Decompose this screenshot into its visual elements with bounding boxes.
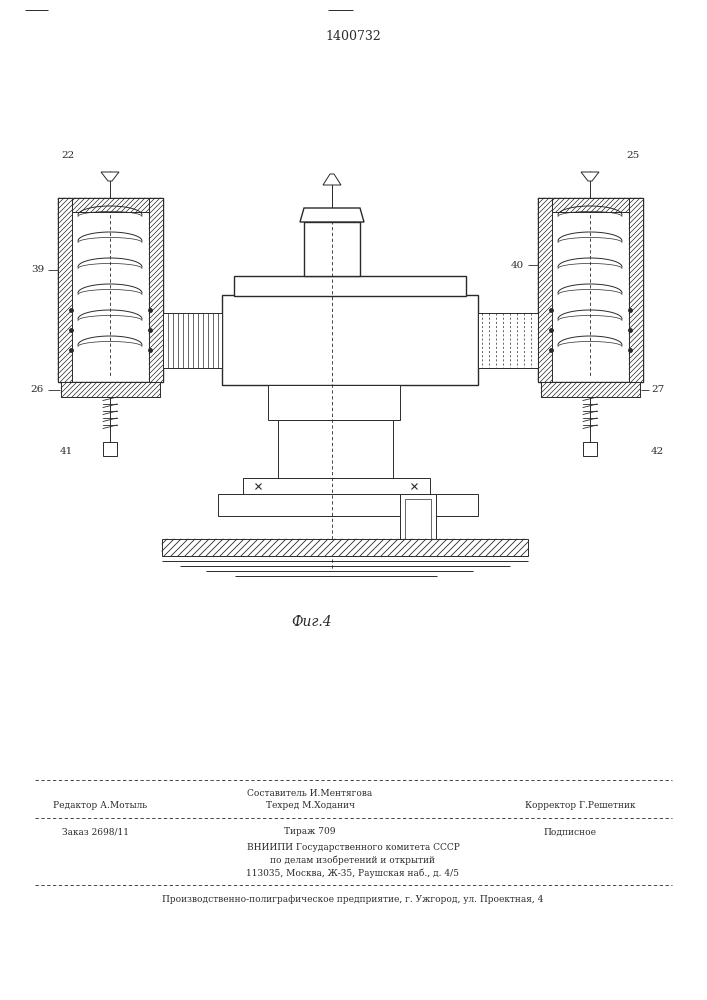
Bar <box>218 494 478 516</box>
Bar <box>243 478 430 495</box>
Polygon shape <box>101 172 119 181</box>
Bar <box>538 198 552 382</box>
Bar <box>583 442 597 456</box>
Text: Редактор А.Мотыль: Редактор А.Мотыль <box>53 802 147 810</box>
Text: 113035, Москва, Ж-35, Раушская наб., д. 4/5: 113035, Москва, Ж-35, Раушская наб., д. … <box>247 868 460 878</box>
Bar <box>552 198 629 212</box>
Text: ВНИИПИ Государственного комитета СССР: ВНИИПИ Государственного комитета СССР <box>247 842 460 852</box>
Bar <box>538 198 643 382</box>
Text: Заказ 2698/11: Заказ 2698/11 <box>62 828 129 836</box>
Bar <box>629 198 643 382</box>
Bar <box>268 385 400 420</box>
Text: по делам изобретений и открытий: по делам изобретений и открытий <box>271 855 436 865</box>
Text: Фиг.4: Фиг.4 <box>292 615 332 629</box>
Text: Тираж 709: Тираж 709 <box>284 828 336 836</box>
Text: 25: 25 <box>626 151 640 160</box>
Text: 39: 39 <box>30 265 44 274</box>
Bar <box>163 313 222 368</box>
Text: 26: 26 <box>30 385 44 394</box>
Text: 22: 22 <box>61 151 74 160</box>
Polygon shape <box>300 208 364 222</box>
Text: Подписное: Подписное <box>544 828 597 836</box>
Bar <box>234 276 466 296</box>
Bar <box>58 198 163 382</box>
Text: Составитель И.Ментягова: Составитель И.Ментягова <box>247 788 373 798</box>
Bar <box>149 198 163 382</box>
Bar <box>103 442 117 456</box>
Text: Корректор Г.Решетник: Корректор Г.Решетник <box>525 802 636 810</box>
Bar <box>478 313 538 368</box>
Bar <box>541 382 640 397</box>
Bar <box>58 198 72 382</box>
Text: 1400732: 1400732 <box>325 30 381 43</box>
Polygon shape <box>323 174 341 185</box>
Bar <box>72 198 149 212</box>
Text: 42: 42 <box>651 448 665 456</box>
Bar <box>162 539 528 556</box>
Text: 27: 27 <box>651 385 665 394</box>
Bar <box>400 494 436 549</box>
Text: Производственно-полиграфическое предприятие, г. Ужгород, ул. Проектная, 4: Производственно-полиграфическое предприя… <box>163 896 544 904</box>
Bar <box>405 499 431 544</box>
Polygon shape <box>581 172 599 181</box>
Text: 41: 41 <box>60 448 74 456</box>
Bar <box>61 382 160 397</box>
Text: Техред М.Ходанич: Техред М.Ходанич <box>266 802 354 810</box>
Bar <box>278 420 393 478</box>
Bar <box>222 295 478 385</box>
Text: 40: 40 <box>510 260 524 269</box>
Bar <box>304 222 360 276</box>
